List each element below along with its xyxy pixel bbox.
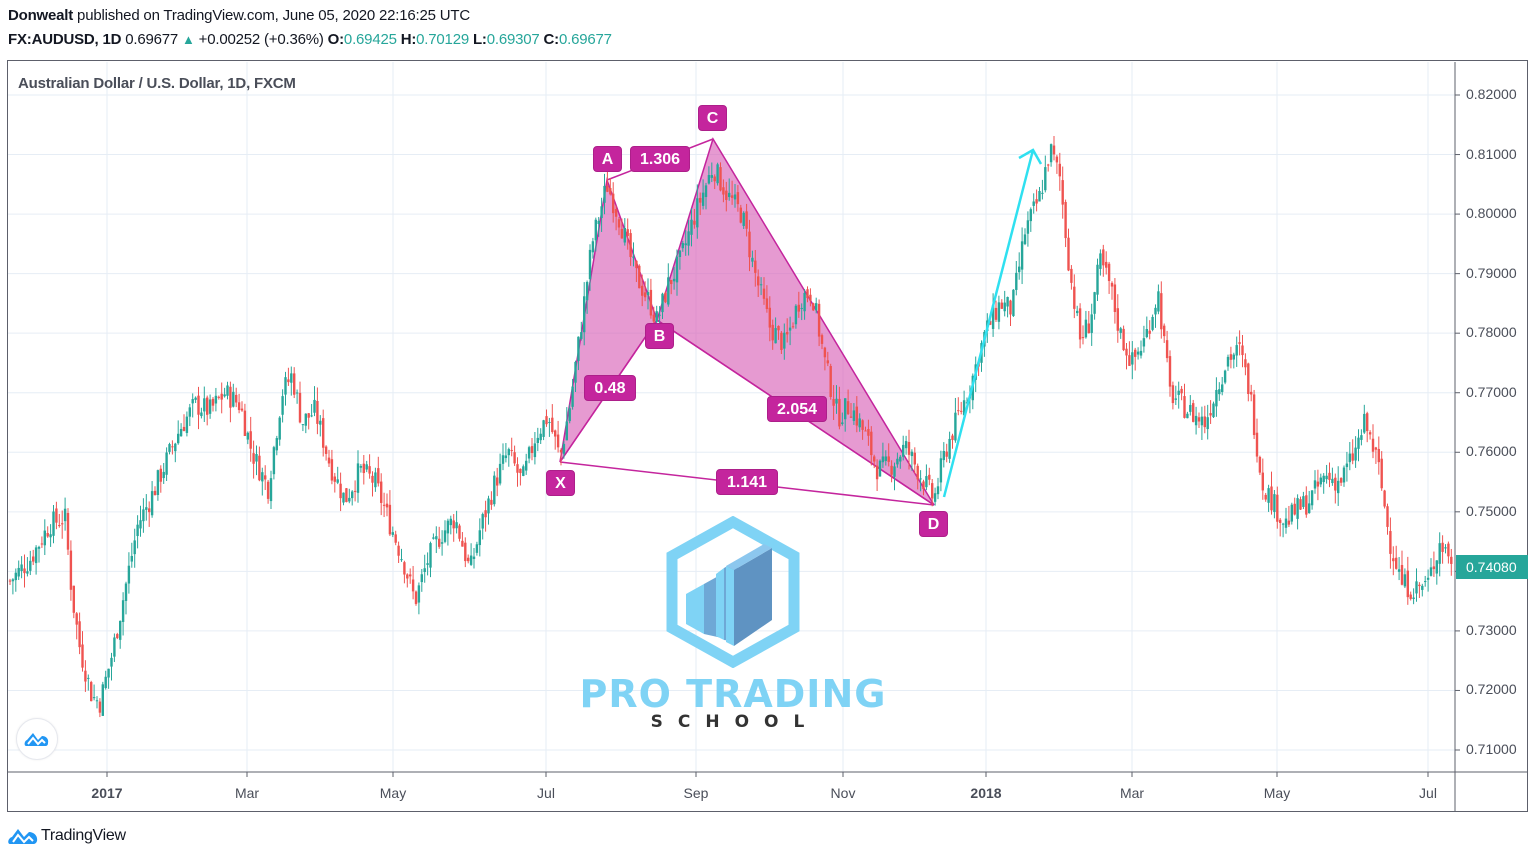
price-tick-label: 0.80000 [1466,205,1517,222]
price-tick-label: 0.71000 [1466,741,1517,757]
time-tick-label: Nov [830,785,856,801]
candles [8,136,1453,718]
pattern-ratio-label[interactable]: 2.054 [767,396,827,422]
pattern-point-a[interactable]: A [593,146,622,172]
price-tick-label: 0.76000 [1466,443,1517,460]
pattern-ratio-label[interactable]: 1.141 [716,469,778,495]
time-tick-label: Jul [1419,785,1437,801]
projection-arrow-icon[interactable] [942,148,1043,498]
tradingview-logo-icon [24,733,49,746]
author-name[interactable]: Donwealt [8,7,74,24]
time-tick-label: May [1263,785,1291,801]
low-label: L: [472,31,487,48]
pro-trading-school-logo-icon [666,516,800,668]
price-change: +0.00252 (+0.36%) [198,31,324,48]
price-tick-label: 0.79000 [1466,264,1517,281]
open-label: O: [327,31,344,48]
tradingview-logo-icon [8,829,38,844]
price-tick-label: 0.82000 [1466,86,1517,102]
watermark-title: PRO TRADING [579,672,887,716]
low-value: 0.69307 [486,31,540,48]
price-tick-label: 0.81000 [1466,145,1517,162]
chart-legend[interactable]: Australian Dollar / U.S. Dollar, 1D, FXC… [18,75,296,92]
pattern-point-b[interactable]: B [645,323,674,349]
pattern-point-d[interactable]: D [919,511,948,537]
ohlc-line: FX:AUDUSD, 1D 0.69677 ▲ +0.00252 (+0.36%… [8,31,612,48]
pattern-point-c[interactable]: C [698,105,727,131]
price-tick-label: 0.75000 [1466,502,1517,519]
time-tick-label: 2018 [970,785,1002,801]
close-label: C: [543,31,560,48]
last-price-tag: 0.74080 [1456,555,1528,579]
last-price: 0.69677 [125,31,179,48]
tradingview-badge[interactable] [16,718,58,760]
high-value: 0.70129 [416,31,469,48]
chart-frame [7,60,1528,812]
watermark-subtitle: SCHOOL [650,712,820,732]
high-label: H: [400,31,417,48]
publish-text: published on TradingView.com, June 05, 2… [77,7,471,24]
footer-brand[interactable]: TradingView [8,826,126,846]
price-tick-label: 0.77000 [1466,383,1517,400]
price-tick-label: 0.73000 [1466,621,1517,638]
pattern-point-x[interactable]: X [546,470,575,496]
close-value: 0.69677 [558,31,612,48]
price-tick-label: 0.72000 [1466,681,1517,698]
time-tick-label: May [379,785,407,801]
pattern-ratio-label[interactable]: 0.48 [584,375,636,401]
publish-info: Donwealt published on TradingView.com, J… [8,7,470,24]
pattern-ratio-label[interactable]: 1.306 [630,146,690,172]
time-tick-label: Mar [1119,785,1145,801]
time-tick-label: Sep [683,785,709,801]
symbol-label: FX:AUDUSD, 1D [8,31,122,48]
up-arrow-icon: ▲ [182,32,195,47]
footer-brand-label: TradingView [41,827,126,844]
time-tick-label: Jul [537,785,555,801]
time-tick-label: Mar [234,785,260,801]
open-value: 0.69425 [343,31,397,48]
price-tick-label: 0.78000 [1466,324,1517,341]
time-tick-label: 2017 [91,785,123,801]
